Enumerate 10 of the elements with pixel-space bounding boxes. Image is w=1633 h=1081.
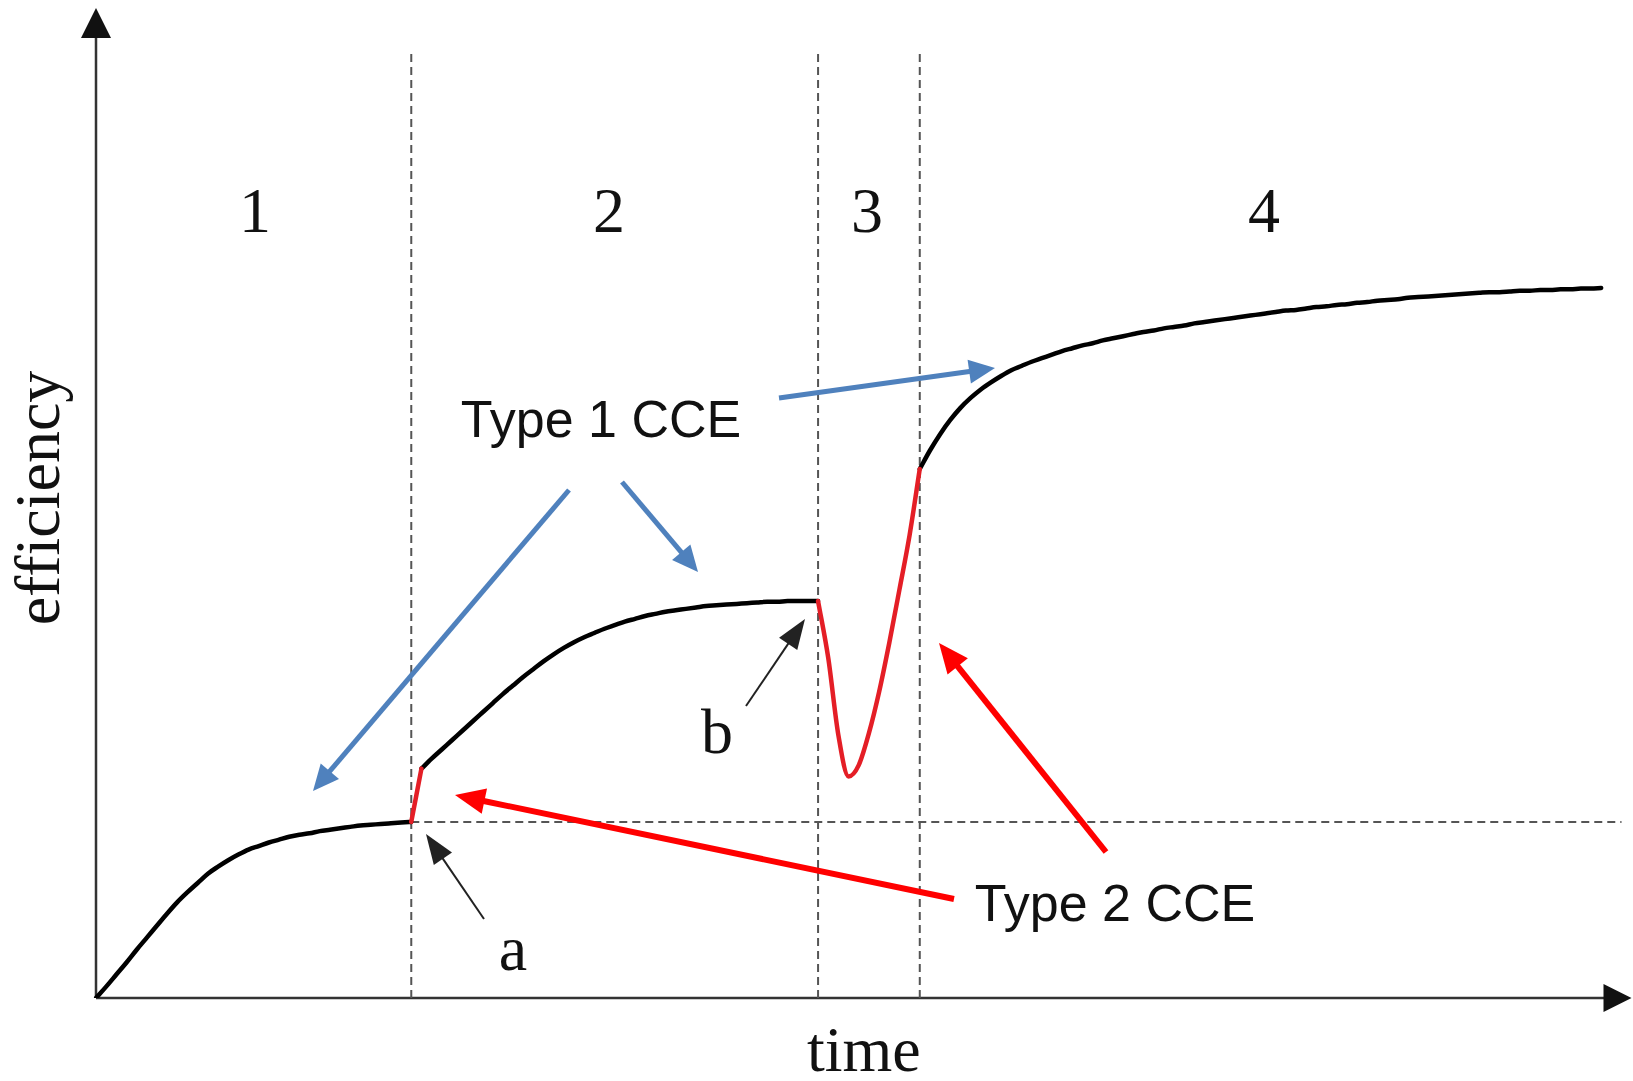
text: 4 — [1248, 175, 1280, 246]
x-axis-title: time — [806, 1014, 921, 1081]
text: 3 — [851, 175, 883, 246]
annotation: Type 1 CCE — [460, 390, 742, 448]
y-axis-title: efficiency — [1, 370, 73, 626]
annotation: b — [701, 696, 733, 767]
annotation: Type 2 CCE — [974, 874, 1256, 932]
text: 2 — [593, 175, 625, 246]
annotation: a — [498, 913, 528, 984]
text: 1 — [239, 175, 271, 246]
